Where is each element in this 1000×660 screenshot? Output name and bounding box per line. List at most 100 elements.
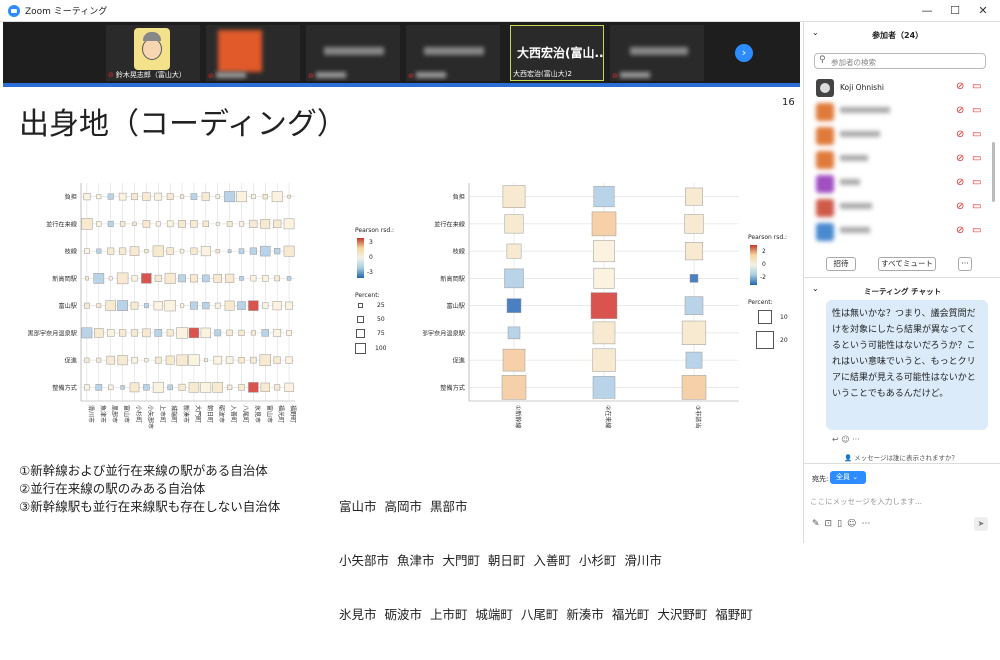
video-off-icon[interactable]: ▭ [972, 81, 982, 92]
heatmap-cell [106, 329, 115, 337]
format-icon[interactable]: ✎ [812, 519, 825, 529]
row-label: 枝線 [453, 248, 465, 256]
heatmap-cell [592, 376, 616, 399]
share-divider [3, 83, 800, 87]
heatmap-cell [249, 247, 257, 255]
more-icon[interactable]: ⋯ [861, 519, 876, 529]
column-label: 新湊市 [182, 405, 190, 423]
heatmap-cell [179, 248, 185, 254]
heatmap-cell [593, 267, 615, 289]
row-label: 並行在来線 [46, 220, 77, 228]
close-icon[interactable]: ✕ [978, 4, 988, 17]
send-button[interactable]: ➤ [974, 517, 988, 531]
video-tile[interactable]: ⊘ 鈴木晃志郎（富山大） [106, 25, 200, 81]
participant-row[interactable]: ⊘ ▭ [804, 173, 994, 195]
mic-muted-icon[interactable]: ⊘ [956, 177, 965, 188]
groups-list: 富山市 高岡市 黒部市 小矢部市 魚津市 大門町 朝日町 入善町 小杉町 滑川市… [339, 462, 753, 660]
sidebar: ⌄ 参加者（24） ⚲ 参加者の検索 Koji Ohnishi ⊘ ▭ ⊘ ▭ ⊘ ▭… [803, 22, 1000, 543]
more-icon[interactable]: ··· [852, 435, 860, 444]
mic-muted-icon[interactable]: ⊘ [956, 225, 965, 236]
heatmap-cell [190, 247, 198, 255]
heatmap-cell [83, 193, 91, 201]
participant-row[interactable]: ⊘ ▭ [804, 221, 994, 243]
slide-title: 出身地（コーディング） [19, 107, 347, 142]
legend-tick: -3 [367, 269, 373, 276]
emoji-icon[interactable]: ☺ [841, 435, 850, 444]
heatmap-cell [142, 328, 151, 338]
reply-icon[interactable]: ↩ [832, 435, 839, 444]
mic-muted-icon[interactable]: ⊘ [956, 81, 965, 92]
heatmap-cell [200, 382, 212, 393]
row-label: 整備方式 [440, 384, 465, 392]
legend-tick: 0 [369, 254, 373, 261]
participants-collapse-icon[interactable]: ⌄ [812, 28, 819, 37]
more-button[interactable]: ··· [958, 257, 972, 271]
search-input[interactable]: ⚲ 参加者の検索 [814, 53, 986, 69]
row-label: 新高岡駅 [440, 275, 465, 283]
heatmap-cell [178, 220, 186, 228]
participant-row[interactable]: ⊘ ▭ [804, 125, 994, 147]
mic-muted-icon[interactable]: ⊘ [956, 105, 965, 116]
column-label: 八尾町 [242, 405, 249, 423]
video-tile[interactable]: ⊘ [406, 25, 500, 81]
video-off-icon[interactable]: ▭ [972, 225, 982, 236]
video-tile[interactable]: ⊘ [610, 25, 704, 81]
participant-row[interactable]: Koji Ohnishi ⊘ ▭ [804, 77, 994, 99]
heatmap-cell [96, 303, 102, 308]
scrollbar[interactable] [992, 142, 995, 202]
mute-all-button[interactable]: すべてミュート [878, 257, 936, 271]
avatar [816, 127, 834, 145]
chat-collapse-icon[interactable]: ⌄ [812, 284, 819, 293]
video-off-icon[interactable]: ▭ [972, 201, 982, 212]
heatmap-cell [592, 321, 616, 345]
mic-muted-icon[interactable]: ⊘ [956, 129, 965, 140]
participant-row[interactable]: ⊘ ▭ [804, 149, 994, 171]
participant-row[interactable]: ⊘ ▭ [804, 101, 994, 123]
video-off-icon[interactable]: ▭ [972, 177, 982, 188]
heatmap-cell [213, 274, 223, 283]
heatmap-cell [164, 272, 176, 284]
heatmap-cell [141, 273, 152, 284]
next-page-button[interactable]: › [735, 44, 753, 62]
avatar [816, 151, 834, 169]
heatmap-cell [131, 193, 138, 201]
heatmap-cell [96, 248, 102, 254]
video-off-icon[interactable]: ▭ [972, 153, 982, 164]
video-tile[interactable]: ⊘ [206, 25, 300, 81]
row-label: 富山駅 [446, 302, 465, 310]
visibility-info[interactable]: 👤 メッセージは誰に表示されますか？ [844, 452, 958, 462]
heatmap-cell [188, 354, 200, 366]
video-tile[interactable]: ⊘ [306, 25, 400, 81]
video-off-icon[interactable]: ▭ [972, 105, 982, 116]
shared-slide: 出身地（コーディング） 16 負担 並行在来線 枝線 新高岡駅 富山駅 黒部宇奈月温泉駅促… [3, 87, 800, 622]
column-label: 朝日町 [206, 405, 214, 423]
message-input[interactable]: ここにメッセージを入力します... [810, 489, 990, 506]
heatmap-cell [283, 218, 295, 230]
invite-button[interactable]: 招待 [826, 257, 856, 271]
maximize-icon[interactable]: ☐ [950, 4, 960, 17]
mic-muted-icon[interactable]: ⊘ [956, 201, 965, 212]
notes-list: ①新幹線および並行在来線の駅がある自治体 ②並行在来線の駅のみある自治体 ③新幹… [19, 462, 280, 516]
participant-row[interactable]: ⊘ ▭ [804, 197, 994, 219]
heatmap-cell [107, 193, 114, 200]
emoji-icon[interactable]: ☺ [847, 519, 862, 529]
heatmap-cell [105, 300, 116, 311]
mic-muted-icon[interactable]: ⊘ [956, 153, 965, 164]
video-tile-active[interactable]: 大西宏治(富山... 大西宏治(富山大)2 [510, 25, 604, 81]
file-icon[interactable]: ▯ [837, 519, 848, 529]
heatmap-cell [96, 357, 102, 363]
chevron-down-icon: ⌄ [852, 473, 859, 481]
recipient-dropdown[interactable]: 全員 ⌄ [830, 471, 866, 484]
heatmap-cell [262, 275, 269, 282]
heatmap-cell [262, 302, 269, 309]
video-off-icon[interactable]: ▭ [972, 129, 982, 140]
heatmap-cell [271, 191, 283, 203]
heatmap-cell [165, 355, 175, 365]
heatmap-cell [178, 274, 186, 283]
screenshot-icon[interactable]: ⊡ [824, 519, 838, 529]
heatmap-cell [590, 292, 618, 319]
row-label: 整備方式 [52, 384, 77, 392]
minimize-icon[interactable]: — [921, 4, 933, 17]
heatmap-cell [84, 357, 90, 363]
heatmap-chart-1: 負担並行在来線枝線新高岡駅富山駅黒部宇奈月温泉駅促進整備方式滑川市 魚津市 黒部市富… [28, 183, 297, 429]
